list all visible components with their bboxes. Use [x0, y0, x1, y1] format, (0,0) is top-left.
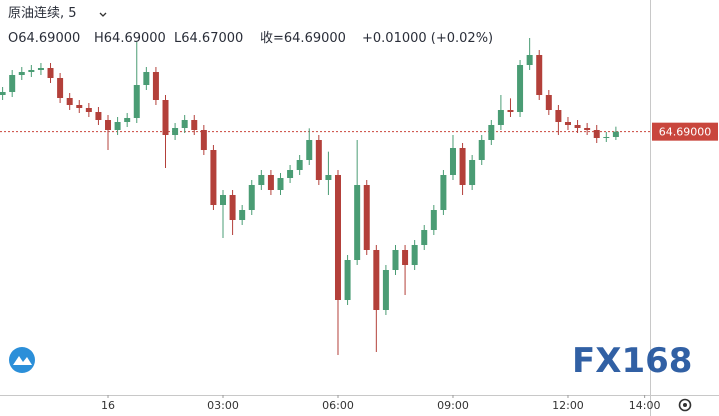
candle-body: [334, 175, 341, 300]
dropdown-chevron[interactable]: [99, 12, 107, 17]
candle-body: [574, 125, 581, 128]
candle-body: [593, 130, 600, 138]
candle-body: [258, 175, 265, 185]
candle-body: [28, 70, 35, 72]
candle-body: [517, 65, 524, 112]
candle-body: [143, 72, 150, 85]
candle-body: [373, 250, 380, 310]
candle-body: [296, 160, 303, 170]
candle-body: [363, 185, 370, 250]
candle-body: [612, 131, 619, 137]
candle-body: [584, 128, 591, 130]
candle-body: [162, 100, 169, 135]
x-tick-label: 03:00: [207, 399, 239, 412]
candle-body: [449, 148, 456, 175]
candle-body: [315, 140, 322, 180]
candle-body: [0, 92, 6, 95]
candle-body: [133, 85, 140, 118]
ohlc-value: 收=64.69000: [260, 31, 346, 46]
candle-body: [344, 260, 351, 300]
ohlc-value: O64.69000: [8, 31, 80, 46]
x-tick-label: 14:00: [629, 399, 661, 412]
candle-body: [526, 55, 533, 65]
ohlc-value: H64.69000: [94, 31, 166, 46]
candle-body: [459, 148, 466, 185]
candle-body: [76, 105, 83, 108]
ohlc-value: +0.01000 (+0.02%): [362, 31, 493, 46]
candle-body: [382, 270, 389, 310]
candle-body: [105, 120, 112, 130]
candle-body: [430, 210, 437, 230]
candle-body: [200, 130, 207, 150]
settings-icon[interactable]: [678, 398, 692, 412]
candle-body: [47, 68, 54, 78]
candle-body: [9, 75, 16, 92]
candle-body: [181, 120, 188, 128]
candle-body: [277, 178, 284, 190]
last-price-label: 64.69000: [659, 126, 712, 139]
candle-body: [85, 108, 92, 112]
candle-body: [191, 120, 198, 130]
candle-body: [18, 72, 25, 75]
candle-body: [478, 140, 485, 160]
candle-body: [507, 110, 514, 112]
candle-body: [124, 118, 131, 122]
candle-body: [440, 175, 447, 210]
candle-body: [239, 210, 246, 220]
last-price-tag: [652, 122, 718, 141]
candle-body: [152, 72, 159, 100]
x-tick-label: 16: [101, 399, 115, 412]
watermark: FX168: [572, 341, 692, 381]
cloud-icon[interactable]: [9, 347, 35, 373]
candle-body: [545, 95, 552, 110]
candle-body: [95, 112, 102, 120]
candle-body: [267, 175, 274, 190]
candle-body: [603, 137, 610, 138]
candle-body: [555, 110, 562, 122]
candle-body: [354, 185, 361, 260]
candle-body: [210, 150, 217, 205]
candle-body: [497, 110, 504, 125]
candle-body: [306, 140, 313, 160]
candle-body: [287, 170, 294, 178]
candle-body: [488, 125, 495, 140]
candle-body: [248, 185, 255, 210]
candle-body: [392, 250, 399, 270]
x-tick-label: 09:00: [437, 399, 469, 412]
candle-body: [57, 78, 64, 98]
candle-body: [172, 128, 179, 135]
candle-body: [536, 55, 543, 95]
x-tick-label: 12:00: [552, 399, 584, 412]
candle-body: [66, 98, 73, 105]
candle-body: [37, 68, 44, 70]
x-tick-label: 06:00: [322, 399, 354, 412]
symbol-title[interactable]: 原油连续, 5: [8, 5, 77, 21]
candle-body: [411, 245, 418, 265]
candle-body: [229, 195, 236, 220]
candle-body: [325, 175, 332, 180]
candle-body: [402, 250, 409, 265]
candle-body: [114, 122, 121, 130]
ohlc-value: L64.67000: [174, 31, 243, 46]
candle-body: [220, 195, 227, 205]
candle-body: [421, 230, 428, 245]
candle-body: [564, 122, 571, 125]
candle-body: [469, 160, 476, 185]
